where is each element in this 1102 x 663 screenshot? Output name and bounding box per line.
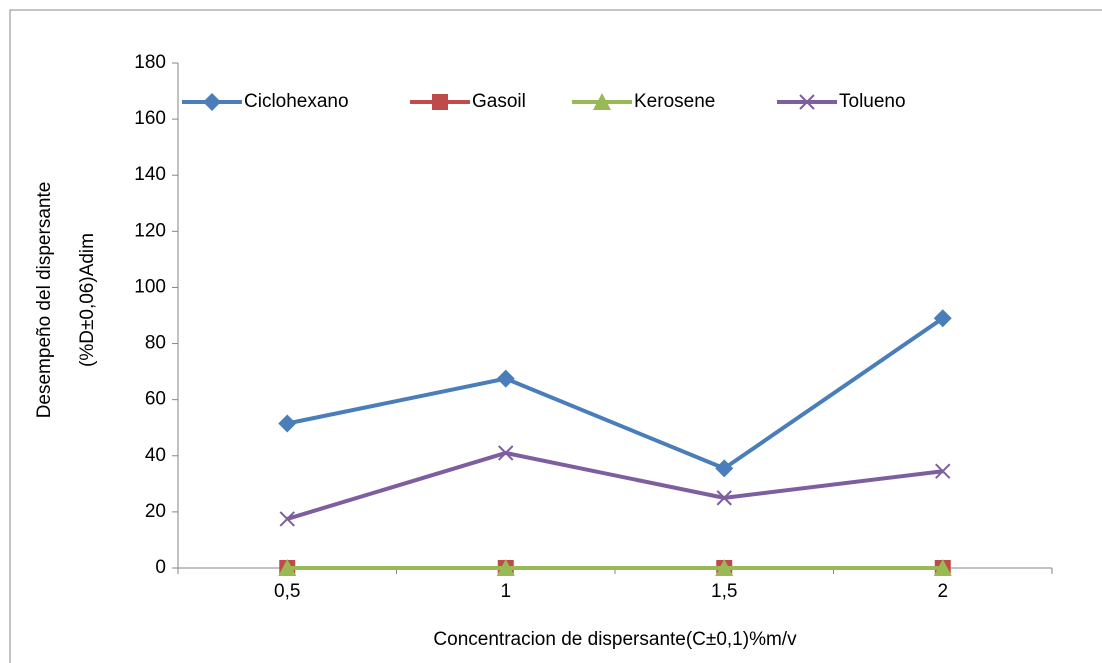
y-tick-label: 20 (145, 501, 166, 522)
y-tick-label: 60 (145, 389, 166, 410)
y-tick-label: 40 (145, 445, 166, 466)
series-line (286, 450, 943, 521)
y-tick-label: 160 (134, 108, 166, 129)
y-tick-label: 100 (134, 276, 166, 297)
legend-label: Ciclohexano (244, 91, 349, 112)
data-point (279, 511, 295, 527)
y-tick-label: 180 (134, 52, 166, 73)
data-point (716, 490, 732, 506)
data-point (278, 559, 297, 576)
legend-label: Kerosene (634, 91, 715, 112)
data-point (935, 463, 951, 479)
data-point (933, 309, 952, 328)
data-point (496, 559, 515, 576)
data-point (278, 414, 297, 433)
legend-marker (203, 93, 221, 111)
data-point (933, 559, 952, 576)
y-axis-label: (%D±0,06)Adim (77, 233, 98, 367)
chart-border (9, 9, 1102, 663)
x-tick-label: 0,5 (274, 581, 300, 602)
data-point (496, 369, 515, 388)
data-point (715, 559, 734, 576)
legend-marker (593, 93, 611, 110)
x-axis-label: Concentracion de dispersante(C±0,1)%m/v (433, 629, 797, 650)
legend-marker (432, 94, 448, 110)
x-tick-label: 2 (937, 581, 948, 602)
y-tick-label: 80 (145, 333, 166, 354)
legend-marker (799, 94, 815, 110)
y-axis-label: Desempeño del dispersante (34, 182, 55, 419)
series-line (286, 316, 944, 471)
legend-label: Tolueno (839, 91, 906, 112)
x-tick-label: 1 (500, 581, 511, 602)
legend-label: Gasoil (472, 91, 526, 112)
data-point (715, 459, 734, 478)
y-tick-label: 120 (134, 220, 166, 241)
y-tick-label: 140 (134, 164, 166, 185)
x-tick-label: 1,5 (711, 581, 737, 602)
y-tick-label: 0 (155, 557, 166, 578)
data-point (498, 445, 514, 461)
